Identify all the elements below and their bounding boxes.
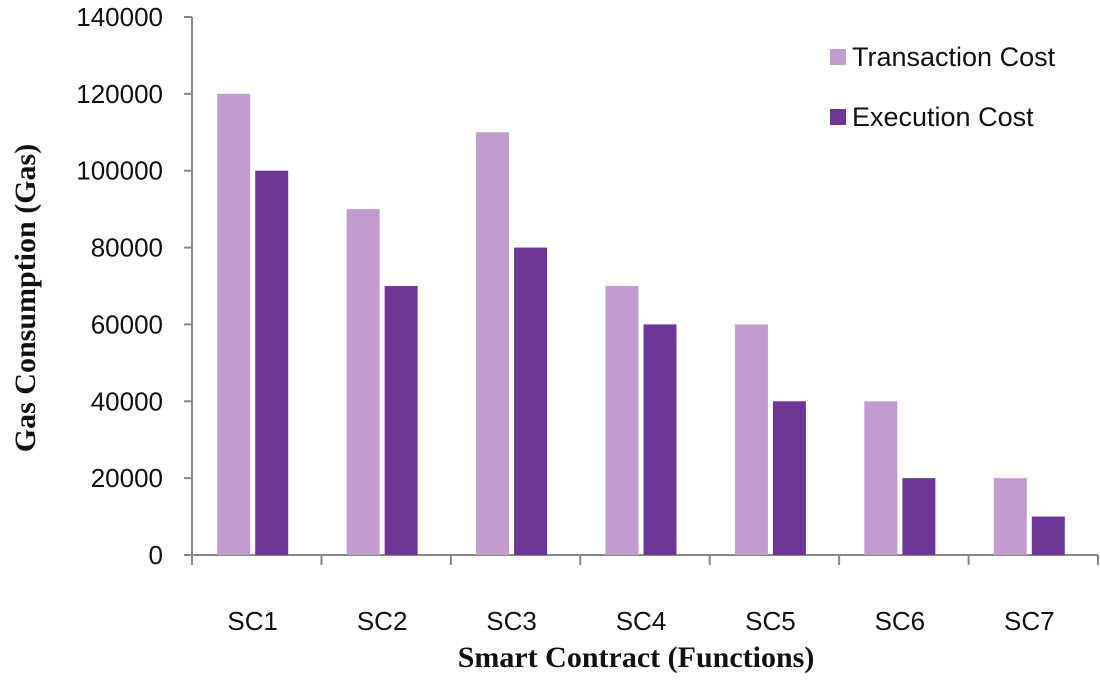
legend-swatch <box>830 109 846 125</box>
bar-execution-sc7 <box>1031 516 1065 555</box>
bar-execution-sc2 <box>384 286 418 555</box>
x-tick-label: SC5 <box>745 606 796 636</box>
y-tick-label: 140000 <box>76 2 163 32</box>
bar-transaction-sc6 <box>864 401 898 555</box>
x-axis-title: Smart Contract (Functions) <box>458 641 815 674</box>
x-tick-label: SC2 <box>357 606 408 636</box>
bar-execution-sc6 <box>902 478 936 555</box>
legend: Transaction Cost Execution Cost <box>830 42 1056 132</box>
x-tick-label: SC3 <box>486 606 537 636</box>
x-tick-label: SC1 <box>227 606 278 636</box>
x-tick-label: SC7 <box>1004 606 1055 636</box>
bar-transaction-sc4 <box>605 286 639 555</box>
bar-transaction-sc5 <box>734 324 768 555</box>
x-tick-label: SC6 <box>875 606 926 636</box>
bar-execution-sc4 <box>643 324 677 555</box>
bar-execution-sc3 <box>514 247 548 556</box>
y-tick-label: 120000 <box>76 79 163 109</box>
bar-execution-sc5 <box>772 401 806 555</box>
x-axis-ticks: SC1 SC2 SC3 SC4 SC5 SC6 SC7 <box>191 555 1099 636</box>
y-tick-label: 80000 <box>91 233 163 263</box>
y-tick-label: 40000 <box>91 386 163 416</box>
y-axis-ticks: 0 20000 40000 60000 80000 100000 120000 140000 <box>76 2 192 570</box>
bar-transaction-sc3 <box>476 132 510 556</box>
y-tick-label: 60000 <box>91 309 163 339</box>
y-tick-label: 100000 <box>76 156 163 186</box>
legend-label: Execution Cost <box>852 102 1034 132</box>
y-tick-label: 0 <box>149 540 163 570</box>
y-tick-label: 20000 <box>91 463 163 493</box>
legend-label: Transaction Cost <box>852 42 1056 72</box>
y-axis-title: Gas Consumption (Gas) <box>9 144 42 452</box>
bar-execution-sc1 <box>255 170 289 555</box>
bar-transaction-sc2 <box>346 209 380 555</box>
bars-group <box>217 93 1065 556</box>
legend-swatch <box>830 49 846 65</box>
x-tick-label: SC4 <box>616 606 667 636</box>
bar-transaction-sc7 <box>993 478 1027 555</box>
bar-transaction-sc1 <box>217 93 251 555</box>
